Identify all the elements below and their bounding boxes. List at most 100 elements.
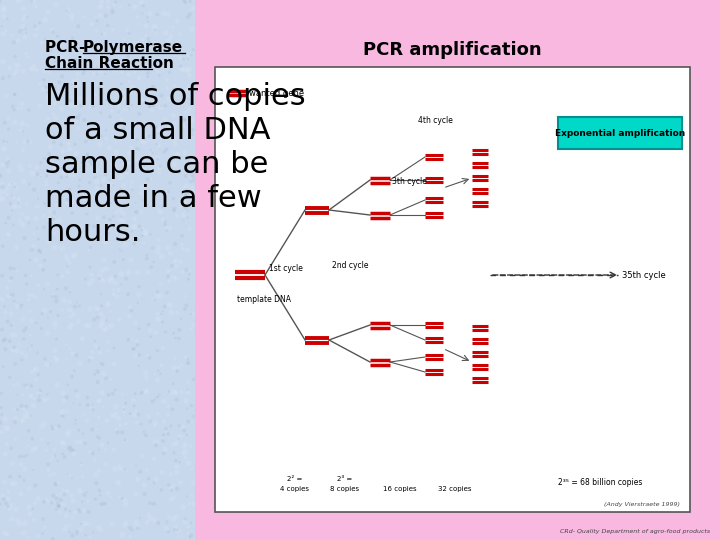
Point [39, 355, 50, 363]
Point [22, 53, 34, 62]
Point [169, 120, 181, 129]
Text: PCR-: PCR- [45, 40, 91, 55]
Point [64, 298, 76, 306]
Point [122, 59, 133, 68]
Point [135, 189, 147, 198]
Point [118, 403, 130, 412]
Point [6, 480, 18, 488]
Point [158, 449, 169, 458]
Point [181, 266, 192, 274]
Point [27, 0, 39, 5]
Point [99, 70, 111, 78]
Point [31, 224, 42, 233]
Point [116, 280, 127, 288]
Point [122, 335, 134, 344]
Point [183, 94, 194, 103]
Point [179, 0, 190, 5]
Point [152, 153, 163, 162]
Point [22, 12, 33, 21]
Point [180, 109, 192, 117]
Point [17, 390, 29, 399]
Point [92, 313, 104, 322]
Point [184, 0, 196, 6]
Point [163, 300, 174, 309]
Point [130, 462, 142, 470]
Point [96, 388, 108, 397]
Point [178, 55, 189, 64]
Point [151, 10, 163, 19]
Point [86, 354, 97, 362]
Point [50, 217, 62, 226]
Point [67, 531, 78, 540]
Point [145, 200, 157, 209]
Point [76, 519, 87, 528]
Point [27, 434, 38, 443]
Point [132, 268, 143, 277]
Point [116, 173, 127, 181]
Point [168, 257, 180, 266]
Point [112, 286, 124, 294]
Point [78, 490, 90, 499]
Text: 4 copies: 4 copies [281, 486, 310, 492]
Point [132, 299, 143, 307]
Point [2, 317, 14, 326]
Point [6, 444, 17, 453]
Point [71, 79, 82, 88]
Point [120, 166, 132, 174]
Point [99, 58, 111, 67]
Point [152, 67, 163, 76]
Text: 1st cycle: 1st cycle [269, 264, 303, 273]
Point [140, 431, 152, 440]
Point [133, 145, 145, 154]
Point [112, 100, 124, 109]
Point [70, 94, 81, 103]
Point [30, 31, 41, 40]
Point [59, 490, 71, 498]
Point [15, 489, 27, 498]
Point [105, 56, 117, 65]
Point [138, 480, 149, 489]
Point [91, 367, 103, 375]
Point [22, 345, 34, 353]
Point [48, 213, 60, 222]
Point [4, 64, 16, 72]
Point [145, 102, 156, 110]
Point [186, 154, 198, 163]
Point [46, 422, 58, 430]
Point [178, 215, 189, 224]
Point [114, 315, 125, 324]
Point [168, 205, 180, 213]
Point [32, 235, 44, 244]
Point [26, 245, 37, 253]
Point [45, 215, 56, 224]
Point [142, 386, 153, 395]
Point [9, 415, 21, 423]
Point [102, 191, 113, 199]
Point [9, 52, 21, 61]
Point [121, 233, 132, 241]
Point [108, 344, 120, 353]
Point [84, 246, 95, 254]
Point [176, 199, 187, 207]
Point [168, 84, 179, 93]
Point [0, 0, 6, 6]
Point [14, 452, 26, 461]
Point [168, 363, 180, 372]
Point [128, 402, 140, 410]
Point [51, 491, 63, 500]
Point [8, 343, 19, 352]
Point [132, 341, 143, 349]
Point [188, 176, 199, 184]
Point [155, 103, 166, 111]
Point [127, 395, 139, 404]
Point [56, 244, 68, 253]
Point [167, 388, 179, 396]
Point [144, 354, 156, 362]
Point [46, 26, 58, 35]
Point [83, 508, 94, 516]
Point [120, 160, 131, 168]
Point [0, 401, 6, 409]
Point [165, 484, 176, 492]
Point [153, 518, 164, 527]
Point [28, 170, 40, 178]
